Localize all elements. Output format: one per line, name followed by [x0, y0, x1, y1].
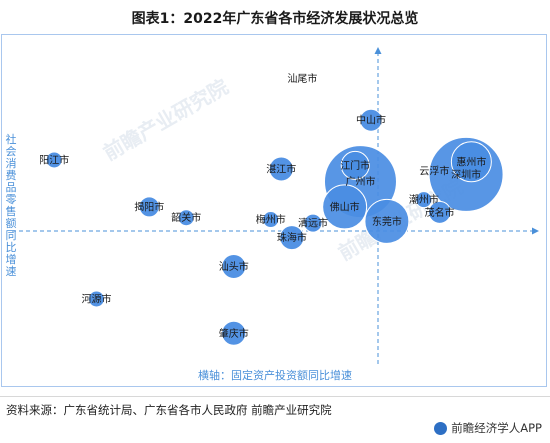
- bubble-label: 阳江市: [39, 153, 69, 166]
- source-note: 资料来源：广东省统计局、广东省各市人民政府 前瞻产业研究院: [6, 403, 332, 417]
- bubble-label: 广州市: [345, 175, 375, 188]
- bubble-label: 清远市: [298, 217, 328, 230]
- bubble-label: 珠海市: [277, 231, 307, 244]
- bubble-label: 深圳市: [451, 168, 481, 181]
- bubble-layer: [45, 108, 504, 346]
- chart-title: 图表1：2022年广东省各市经济发展状况总览: [131, 11, 419, 27]
- bubble-label: 潮州市: [409, 193, 439, 206]
- bubble-label: 梅州市: [256, 213, 286, 226]
- y-axis-label: 社会消费品零售额同比增速: [5, 133, 17, 278]
- bubble-label: 韶关市: [171, 211, 201, 224]
- bubble-汕头市: [221, 253, 247, 279]
- bubble-东莞市: [364, 198, 410, 244]
- bubble-label: 茂名市: [425, 206, 455, 219]
- bubble-湛江市: [268, 156, 294, 182]
- divider: [0, 396, 550, 397]
- bubble-label: 河源市: [81, 292, 111, 305]
- brand-logo-icon: [434, 421, 448, 435]
- bubble-label: 汕头市: [219, 260, 249, 273]
- bubble-珠海市: [279, 225, 305, 251]
- bubble-label: 肇庆市: [219, 327, 249, 340]
- bubble-label: 惠州市: [456, 155, 486, 168]
- bubble-揭阳市: [138, 196, 160, 218]
- bubble-河源市: [87, 290, 105, 308]
- bubble-label: 汕尾市: [287, 72, 317, 85]
- bubble-label: 云浮市: [419, 164, 449, 177]
- bubble-惠州市: [450, 141, 492, 183]
- bubble-清远市: [303, 213, 323, 233]
- bubble-肇庆市: [221, 320, 247, 346]
- bubble-茂名市: [428, 200, 452, 224]
- plot-area: 前瞻产业研究院 前瞻产业研究院 汕尾市中山市阳江市江门市惠州市湛江市广州市云浮市…: [0, 34, 550, 389]
- bubble-label: 中山市: [356, 114, 386, 127]
- x-axis-label: 横轴：固定资产投资额同比增速: [198, 369, 352, 382]
- bubble-label: 江门市: [340, 159, 370, 172]
- bubble-label: 东莞市: [372, 215, 402, 228]
- brand: 前瞻经济学人APP: [434, 420, 542, 436]
- bubble-梅州市: [262, 211, 280, 229]
- bubble-label: 湛江市: [266, 162, 296, 175]
- bubble-阳江市: [45, 151, 63, 169]
- bubble-label: 佛山市: [330, 200, 360, 213]
- bubble-中山市: [359, 108, 383, 132]
- bubble-潮州市: [415, 191, 433, 209]
- bubble-韶关市: [177, 209, 195, 227]
- brand-label: 前瞻经济学人APP: [451, 421, 542, 435]
- bubble-江门市: [340, 150, 370, 180]
- bubble-label: 揭阳市: [134, 200, 164, 213]
- bubble-佛山市: [322, 184, 368, 230]
- plot-border: [1, 34, 547, 387]
